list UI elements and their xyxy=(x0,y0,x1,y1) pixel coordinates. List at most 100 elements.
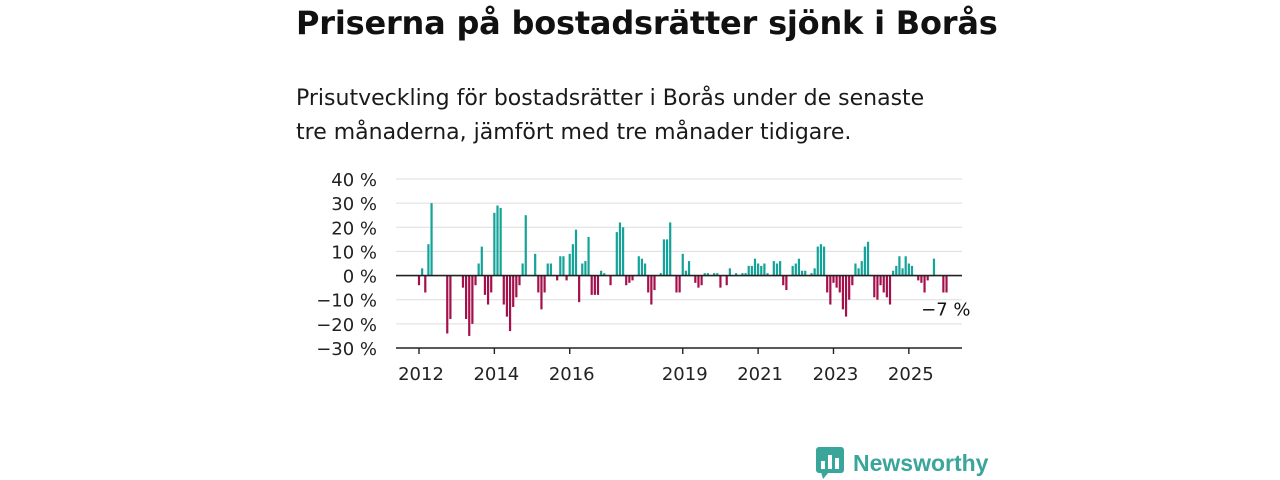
page-title: Priserna på bostadsrätter sjönk i Borås xyxy=(296,4,998,42)
bar-positive xyxy=(480,246,483,276)
bar-positive xyxy=(568,253,571,276)
bar-negative xyxy=(829,275,832,305)
bar-positive xyxy=(684,270,687,276)
bar-negative xyxy=(650,275,653,305)
y-tick-label: −10 % xyxy=(316,291,377,312)
bar-positive xyxy=(716,273,719,276)
x-tick-label: 2012 xyxy=(398,364,444,385)
bar-positive xyxy=(659,273,662,276)
bar-negative xyxy=(700,275,703,286)
newsworthy-logo: Newsworthy xyxy=(815,446,988,480)
bar-positive xyxy=(587,236,590,276)
x-tick-label: 2016 xyxy=(549,364,595,385)
bar-negative xyxy=(556,275,559,281)
bar-negative xyxy=(678,275,681,293)
bar-positive xyxy=(581,263,584,276)
bar-negative xyxy=(923,275,926,293)
bar-positive xyxy=(857,268,860,276)
y-tick-label: −20 % xyxy=(316,315,377,336)
bar-positive xyxy=(706,273,709,276)
last-value-label: −7 % xyxy=(921,299,970,320)
bar-positive xyxy=(766,273,769,276)
bar-positive xyxy=(637,256,640,276)
bar-positive xyxy=(819,244,823,276)
bar-positive xyxy=(681,253,684,276)
bar-positive xyxy=(750,265,753,276)
bar-negative xyxy=(832,275,835,283)
bar-negative xyxy=(468,275,471,336)
bar-negative xyxy=(885,275,888,298)
bar-negative xyxy=(628,275,631,283)
bar-negative xyxy=(590,275,593,295)
bar-positive xyxy=(779,261,782,276)
bar-positive xyxy=(744,273,747,276)
bar-negative xyxy=(543,275,546,293)
y-tick-label: 20 % xyxy=(331,218,377,239)
bar-positive xyxy=(866,241,870,276)
bar-negative xyxy=(502,275,505,305)
bar-positive xyxy=(600,270,603,276)
bar-positive xyxy=(584,261,587,276)
bar-positive xyxy=(907,263,910,276)
bar-positive xyxy=(901,268,904,276)
bar-positive xyxy=(643,263,647,276)
bar-negative xyxy=(848,275,851,300)
bar-negative xyxy=(920,275,923,283)
brand-name: Newsworthy xyxy=(853,449,989,476)
bar-positive xyxy=(603,273,606,276)
x-tick-label: 2023 xyxy=(813,364,859,385)
bar-positive xyxy=(763,263,766,276)
bar-negative xyxy=(474,275,477,286)
bar-positive xyxy=(665,239,669,276)
bar-positive xyxy=(499,207,502,276)
bar-negative xyxy=(540,275,543,310)
bar-positive xyxy=(775,263,779,276)
bar-positive xyxy=(794,263,797,276)
x-tick-label: 2025 xyxy=(888,364,934,385)
bar-positive xyxy=(791,265,794,276)
bar-positive xyxy=(760,265,763,276)
bar-negative xyxy=(882,275,885,293)
bar-negative xyxy=(505,275,509,317)
bar-negative xyxy=(424,275,427,293)
bar-negative xyxy=(609,275,612,286)
bar-negative xyxy=(631,275,634,281)
bar-positive xyxy=(728,268,731,276)
bar-positive xyxy=(747,265,750,276)
bar-positive xyxy=(618,222,622,276)
bar-positive xyxy=(524,215,527,276)
bar-positive xyxy=(816,246,819,276)
bar-positive xyxy=(703,273,706,276)
bar-positive xyxy=(797,258,801,276)
bar-positive xyxy=(904,256,907,276)
bar-positive xyxy=(477,263,480,276)
bar-positive xyxy=(574,229,578,276)
bar-negative xyxy=(625,275,628,286)
bar-negative xyxy=(888,275,892,305)
bar-positive xyxy=(735,273,738,276)
bar-positive xyxy=(615,232,618,276)
bar-positive xyxy=(421,268,424,276)
bar-positive xyxy=(898,256,901,276)
bar-positive xyxy=(895,265,898,276)
bar-positive xyxy=(800,270,804,276)
bar-positive xyxy=(863,246,866,276)
bar-positive xyxy=(860,261,863,276)
bar-positive xyxy=(810,273,813,276)
bar-positive xyxy=(687,261,691,276)
bar-negative xyxy=(537,275,540,293)
bar-negative xyxy=(835,275,838,288)
bar-negative xyxy=(490,275,493,293)
subtitle-line-2: tre månaderna, jämfört med tre månader t… xyxy=(296,120,852,145)
subtitle-line-1: Prisutveckling för bostadsrätter i Borås… xyxy=(296,86,925,111)
bar-positive xyxy=(571,244,574,276)
bar-negative xyxy=(596,275,600,295)
bar-positive xyxy=(640,258,644,276)
bar-positive xyxy=(430,203,433,276)
bar-negative xyxy=(518,275,521,286)
bar-negative xyxy=(461,275,465,288)
bar-negative xyxy=(675,275,678,293)
bar-negative xyxy=(844,275,848,317)
bar-negative xyxy=(512,275,515,307)
